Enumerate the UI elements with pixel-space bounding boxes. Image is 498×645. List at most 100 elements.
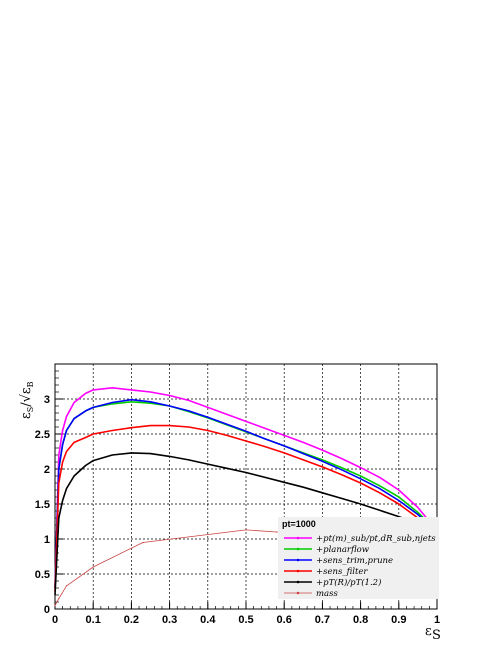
data-point [130,399,132,401]
data-point [398,496,400,498]
data-point [283,434,285,436]
data-point [360,467,362,469]
legend-entry: +pt(m)_sub/pt,dR_sub,njets [316,533,436,544]
data-point [169,455,171,457]
data-point [169,425,171,427]
x-tick-label: 0.3 [162,614,177,626]
data-point [54,594,56,596]
data-point [360,475,362,477]
data-point [62,499,64,502]
x-axis-title-sub: S [432,628,441,643]
data-point [58,597,60,600]
data-point [283,452,285,454]
data-point [275,531,278,533]
x-tick-label: 0.1 [86,614,101,626]
data-point [264,427,266,429]
data-point [65,488,68,490]
data-point [207,429,209,432]
data-point [379,492,381,494]
data-point [58,468,60,470]
data-point [130,401,132,403]
data-point [188,426,190,428]
data-point [283,445,285,447]
data-point [417,513,419,516]
legend-entry: +planarflow [316,545,370,555]
data-point [188,459,190,461]
data-point [207,463,209,465]
data-point [398,499,400,502]
data-point [264,438,266,440]
legend-marker [296,536,300,540]
data-point [321,459,323,461]
legend-entry: +pT(R)/pT(1.2) [316,577,381,588]
data-point [245,420,247,422]
y-tick-label: 3 [44,394,50,406]
data-point [149,401,152,403]
data-point [62,461,64,463]
legend-entry: mass [316,589,338,599]
data-point [226,434,228,436]
data-point [302,441,304,443]
data-point [302,486,304,488]
y-tick-label: 2.5 [35,429,50,441]
data-point [62,443,64,446]
data-point [130,452,132,454]
data-point [130,427,132,429]
data-point [321,466,323,468]
data-point [398,489,400,491]
ticks: 0 0.1 0.2 0.3 0.4 0.5 0.6 0.7 0.8 0.9 1 0 0.5 1 1.5 2 2.… [35,363,440,626]
data-point [340,497,343,499]
y-tick-label: 1 [44,534,50,546]
y-tick-label: 0.5 [35,569,50,581]
y-tick-label: 2 [44,464,50,476]
data-point [111,401,113,404]
data-point [226,423,228,425]
data-point [360,478,362,480]
data-point [130,389,132,391]
x-tick-label: 0.4 [200,614,216,626]
data-point [226,467,228,469]
data-point [360,503,362,505]
data-point [245,471,247,474]
legend-marker [296,558,300,562]
data-point [149,453,152,455]
x-axis-title-main: ε [425,624,432,639]
data-point [302,459,304,461]
legend-entry: +sens_filter [316,567,368,577]
data-point [149,402,152,404]
data-point [58,454,60,456]
legend-box [278,517,439,599]
data-point [245,529,247,531]
data-point [417,506,419,509]
data-point [58,517,60,519]
data-point [169,405,171,407]
data-point [226,413,228,415]
legend-marker [296,569,300,573]
data-point [321,460,323,462]
data-point [65,415,68,418]
x-tick-label: 0.7 [315,614,330,626]
data-point [84,392,87,394]
data-point [245,430,247,432]
legend-marker [296,591,300,595]
data-point [379,485,381,487]
data-point [84,464,87,467]
data-point [92,433,94,435]
x-tick-label: 0 [52,614,58,626]
data-point [65,450,68,453]
data-point [92,460,94,462]
data-point [58,482,60,484]
y-axis-title: εS/√εB [19,381,35,419]
data-point [149,425,152,427]
y-axis-title-text: εS/√εB [19,381,35,419]
x-axis-title: ε S [425,624,441,643]
data-point [302,453,304,455]
data-point [379,476,381,478]
x-tick-label: 0.5 [238,614,253,626]
data-point [417,511,419,513]
data-point [264,476,266,478]
data-point [379,509,381,511]
data-point [54,604,56,607]
data-point [207,406,209,408]
